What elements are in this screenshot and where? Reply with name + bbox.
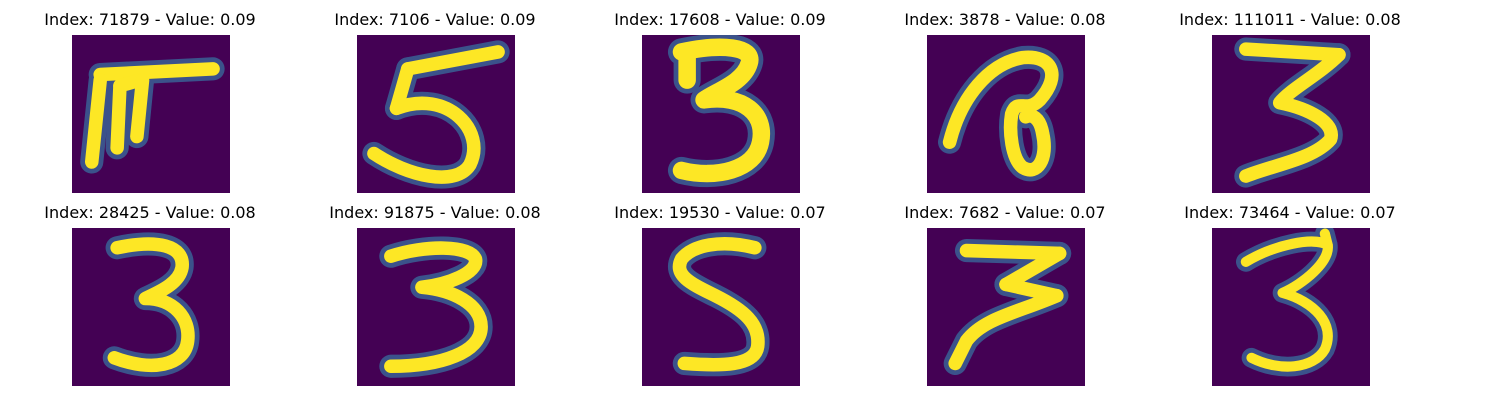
digit-3-icon [1212,35,1370,193]
digit-3-slanted-icon [927,228,1085,386]
panel-title: Index: 28425 - Value: 0.08 [44,203,256,222]
digit-3-icon [72,228,230,386]
digit-5-icon [642,228,800,386]
panel-9: Index: 7682 - Value: 0.07 [855,193,1155,386]
panel-3: Index: 17608 - Value: 0.09 [570,0,870,193]
panel-10: Index: 73464 - Value: 0.07 [1140,193,1440,386]
panel-1: Index: 71879 - Value: 0.09 [0,0,300,193]
panel-title: Index: 91875 - Value: 0.08 [329,203,541,222]
digit-3-icon [357,228,515,386]
digit-3-bold-icon [642,35,800,193]
panel-2: Index: 7106 - Value: 0.09 [285,0,585,193]
panel-title: Index: 7106 - Value: 0.09 [334,10,536,29]
digit-7-hooked-icon [72,35,230,193]
panel-title: Index: 111011 - Value: 0.08 [1179,10,1401,29]
panel-title: Index: 7682 - Value: 0.07 [904,203,1106,222]
panel-7: Index: 91875 - Value: 0.08 [285,193,585,386]
digit-5-icon [357,35,515,193]
panel-title: Index: 3878 - Value: 0.08 [904,10,1106,29]
panel-title: Index: 73464 - Value: 0.07 [1184,203,1396,222]
panel-title: Index: 71879 - Value: 0.09 [44,10,256,29]
panel-8: Index: 19530 - Value: 0.07 [570,193,870,386]
digit-3-thin-icon [1212,228,1370,386]
panel-6: Index: 28425 - Value: 0.08 [0,193,300,386]
panel-title: Index: 19530 - Value: 0.07 [614,203,826,222]
panel-title: Index: 17608 - Value: 0.09 [614,10,826,29]
panel-4: Index: 3878 - Value: 0.08 [855,0,1155,193]
panel-5: Index: 111011 - Value: 0.08 [1140,0,1440,193]
digit-loop-icon [927,35,1085,193]
